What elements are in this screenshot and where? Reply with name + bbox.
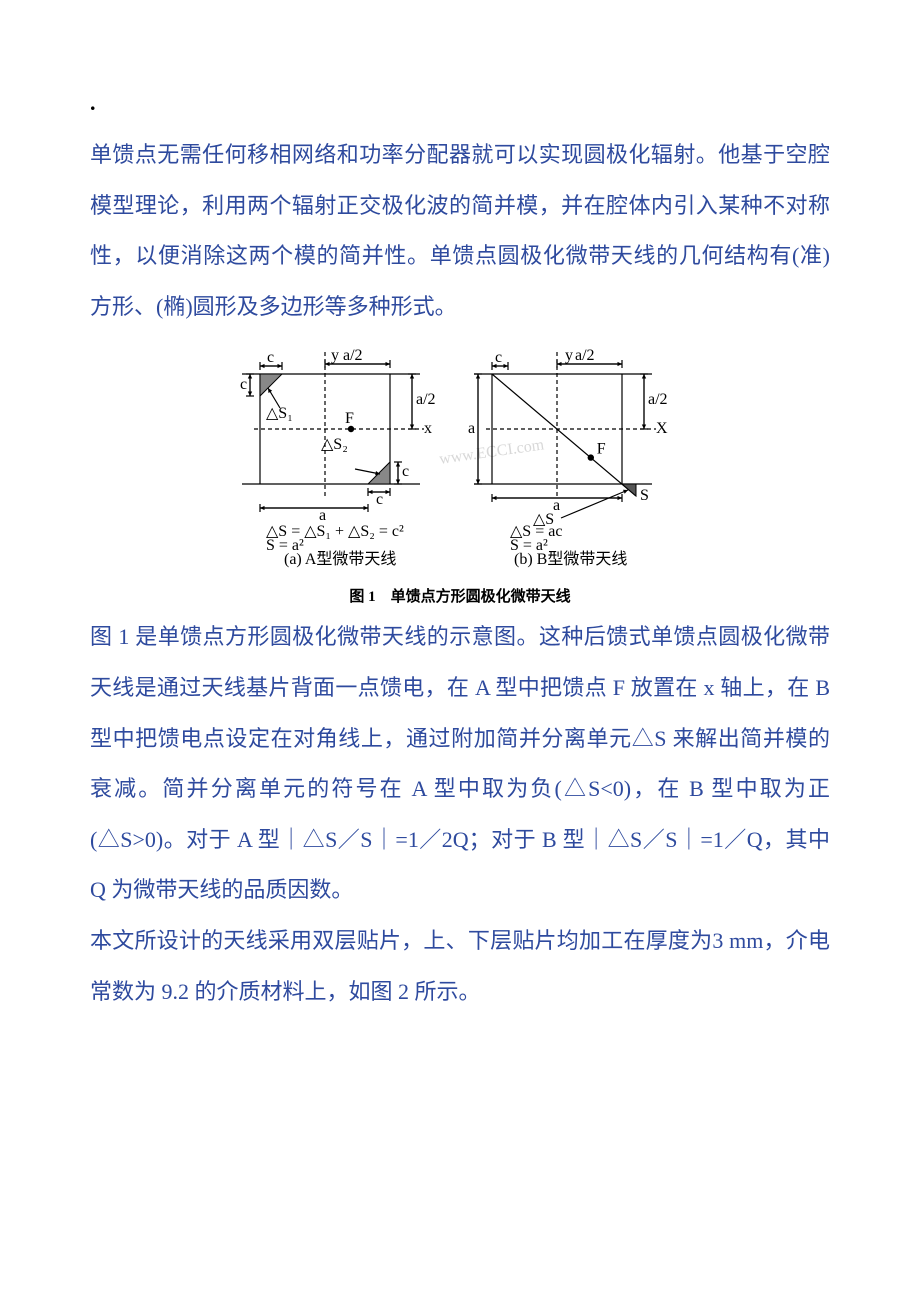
svg-text:y: y bbox=[331, 347, 339, 364]
svg-text:c: c bbox=[402, 463, 409, 480]
svg-text:a/2: a/2 bbox=[575, 347, 595, 364]
figure-1: www.ECCI.comFcccca/2a/2ayx△S₁△S₂△S = △S₁… bbox=[90, 346, 830, 606]
svg-text:a/2: a/2 bbox=[648, 391, 668, 408]
paragraph-2: 图 1 是单馈点方形圆极化微带天线的示意图。这种后馈式单馈点圆极化微带天线是通过… bbox=[90, 612, 830, 916]
svg-text:y: y bbox=[565, 347, 573, 364]
svg-text:△S₂: △S₂ bbox=[321, 436, 348, 453]
svg-text:c: c bbox=[376, 491, 383, 508]
svg-text:(a) A型微带天线: (a) A型微带天线 bbox=[284, 550, 396, 568]
figure-1-caption: 图 1 单馈点方形圆极化微带天线 bbox=[90, 585, 830, 606]
svg-text:a/2: a/2 bbox=[343, 347, 363, 364]
svg-text:c: c bbox=[240, 376, 247, 393]
svg-text:a: a bbox=[468, 420, 475, 437]
svg-text:(b) B型微带天线: (b) B型微带天线 bbox=[514, 550, 627, 568]
svg-text:x: x bbox=[424, 420, 432, 437]
svg-text:F: F bbox=[345, 410, 354, 427]
paragraph-3: 本文所设计的天线采用双层贴片，上、下层贴片均加工在厚度为3 mm，介电常数为 9… bbox=[90, 916, 830, 1017]
svg-text:c: c bbox=[495, 349, 502, 366]
svg-text:F: F bbox=[597, 441, 606, 458]
svg-text:c: c bbox=[267, 349, 274, 366]
page-content: 单馈点无需任何移相网络和功率分配器就可以实现圆极化辐射。他基于空腔模型理论，利用… bbox=[90, 130, 830, 1017]
figure-1-svg: www.ECCI.comFcccca/2a/2ayx△S₁△S₂△S = △S₁… bbox=[230, 346, 690, 576]
svg-text:a: a bbox=[319, 507, 326, 524]
top-dot: . bbox=[90, 90, 96, 116]
paragraph-1: 单馈点无需任何移相网络和功率分配器就可以实现圆极化辐射。他基于空腔模型理论，利用… bbox=[90, 130, 830, 332]
svg-text:a/2: a/2 bbox=[416, 391, 436, 408]
svg-text:S: S bbox=[640, 487, 649, 504]
svg-text:X: X bbox=[656, 420, 668, 437]
